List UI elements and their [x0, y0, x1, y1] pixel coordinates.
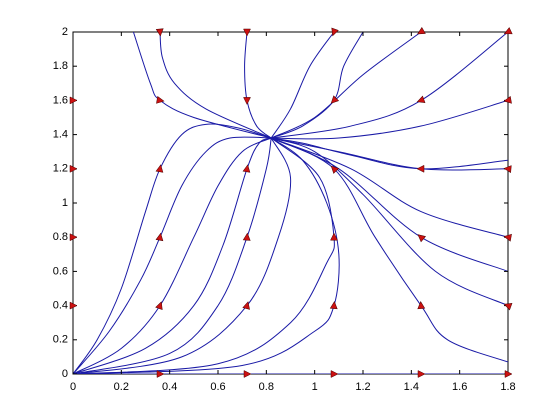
trajectory [271, 137, 508, 307]
trajectory [73, 137, 272, 374]
trajectory [271, 99, 508, 140]
direction-arrow [503, 303, 513, 311]
y-tick-label: 1.4 [53, 129, 68, 141]
direction-arrow [416, 164, 425, 173]
x-tick-label: 1.8 [500, 381, 515, 393]
direction-arrow [69, 301, 78, 310]
direction-arrow [330, 370, 339, 378]
direction-arrow [243, 97, 251, 105]
direction-arrow [416, 95, 426, 103]
direction-arrow [242, 164, 251, 173]
direction-arrow [503, 27, 513, 35]
trajectory [271, 32, 508, 139]
trajectory [73, 137, 292, 374]
trajectories [73, 32, 508, 374]
direction-arrow [242, 232, 251, 241]
direction-arrow [330, 95, 340, 104]
direction-arrow [503, 95, 512, 104]
trajectory [159, 32, 272, 139]
direction-arrow [417, 234, 426, 243]
direction-arrow [417, 26, 426, 35]
y-tick-label: 0.6 [53, 265, 68, 277]
x-tick-label: 1.2 [355, 381, 370, 393]
direction-arrow [69, 164, 78, 173]
x-tick-label: 0.2 [114, 381, 129, 393]
direction-arrow [155, 232, 164, 242]
x-tick-label: 0.8 [259, 381, 274, 393]
direction-arrow [504, 370, 513, 378]
trajectory [271, 137, 508, 170]
y-tick-label: 1.8 [53, 60, 68, 72]
y-tick-label: 0.8 [53, 231, 68, 243]
trajectory [270, 137, 508, 238]
direction-arrow [243, 28, 251, 37]
direction-arrow [156, 95, 165, 104]
direction-arrow [417, 301, 426, 310]
direction-arrow [155, 164, 164, 173]
trajectory [270, 32, 335, 139]
x-tick-label: 1.4 [404, 381, 419, 393]
y-tick-label: 1.2 [53, 163, 68, 175]
trajectory [270, 137, 508, 363]
y-tick-label: 1.6 [53, 94, 68, 106]
axes-box [72, 31, 509, 375]
trajectory [270, 32, 422, 139]
x-tick-label: 1.6 [452, 381, 467, 393]
y-tick-label: 0.2 [53, 334, 68, 346]
direction-arrow [69, 233, 78, 242]
direction-arrow [330, 165, 340, 174]
y-tick-label: 0 [62, 368, 68, 380]
y-tick-label: 0.4 [53, 300, 68, 312]
x-tick-label: 0 [70, 381, 76, 393]
trajectory [271, 137, 508, 171]
x-tick-label: 1 [312, 381, 318, 393]
trajectory [73, 136, 272, 374]
direction-arrow [156, 370, 165, 378]
x-tick-label: 0.4 [162, 381, 177, 393]
direction-arrow [155, 301, 163, 310]
direction-arrow [242, 301, 250, 310]
trajectory [73, 137, 272, 374]
direction-arrow [155, 28, 164, 37]
direction-arrow [243, 370, 252, 378]
direction-arrow [69, 96, 78, 105]
direction-arrow [503, 165, 512, 173]
direction-arrow [331, 27, 339, 37]
direction-arrow [330, 232, 338, 241]
y-tick-label: 1 [62, 197, 68, 209]
y-tick-label: 2 [62, 26, 68, 38]
direction-arrow [417, 370, 426, 378]
x-tick-label: 0.6 [210, 381, 225, 393]
direction-arrow [329, 301, 338, 310]
trajectory [73, 137, 335, 374]
trajectory [73, 137, 272, 374]
direction-arrow [503, 233, 512, 242]
